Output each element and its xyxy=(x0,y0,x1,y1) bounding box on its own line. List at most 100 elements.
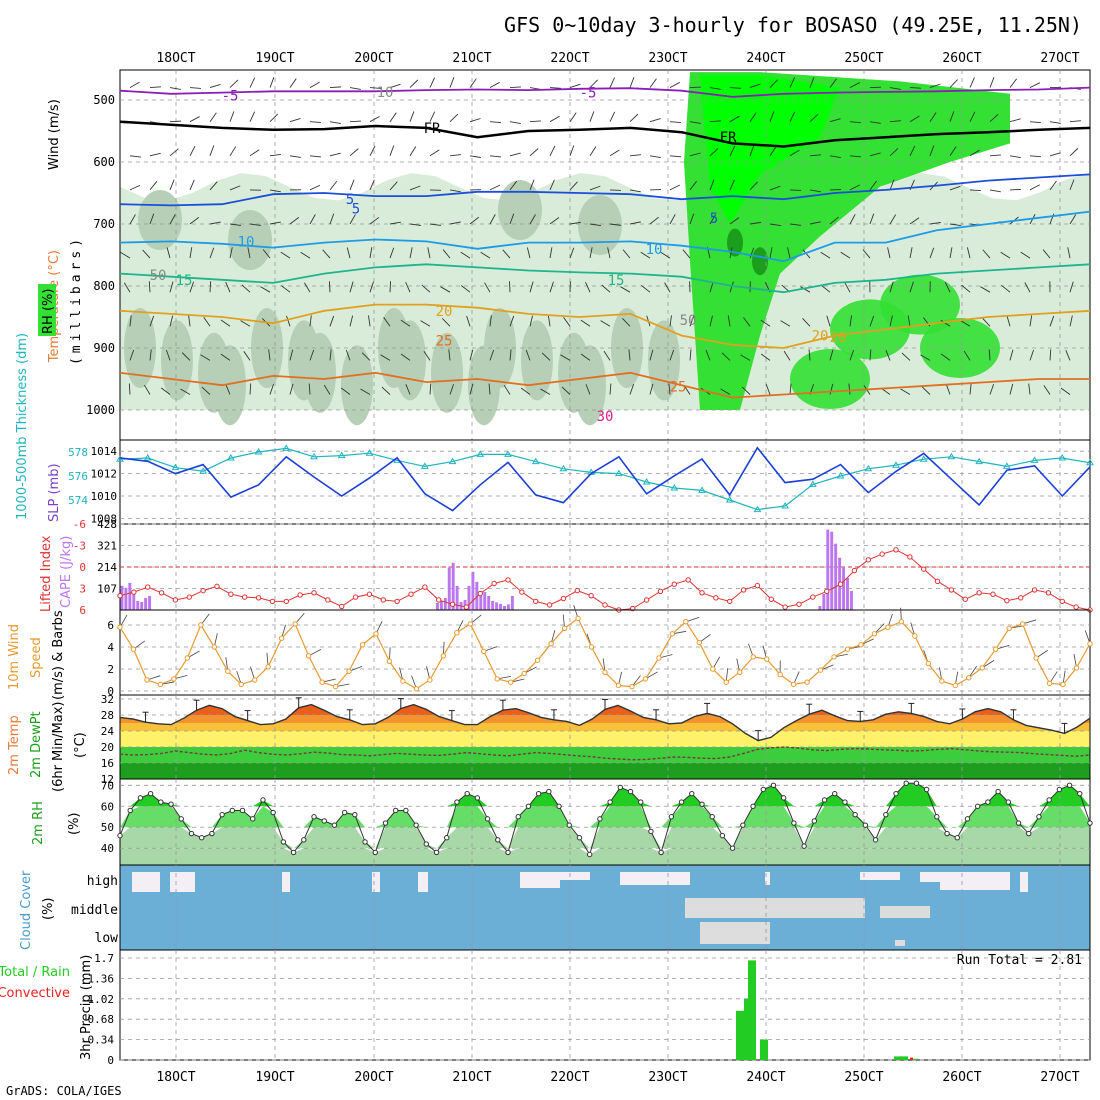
wind10-line-marker xyxy=(912,633,918,639)
lifted-index-line-marker xyxy=(948,587,955,593)
temp-above-fill xyxy=(120,695,1090,741)
wind-barb xyxy=(349,120,362,123)
cape-bar xyxy=(128,582,132,610)
wind-barb xyxy=(405,281,411,293)
wind10-line-marker xyxy=(871,631,878,637)
cape-bar xyxy=(506,604,510,610)
lifted-index-line-marker xyxy=(643,597,650,603)
wind-barb xyxy=(349,148,359,157)
rh2m-line-marker xyxy=(515,814,521,820)
wind-barb xyxy=(460,251,471,259)
rh2m-line-marker xyxy=(617,784,624,791)
wind-barb xyxy=(203,316,211,327)
thickness-line-marker xyxy=(781,502,790,509)
lifted-index-line-marker xyxy=(727,598,733,605)
bottom-date-label: 27OCT xyxy=(1040,1070,1079,1085)
cloud-high-clear xyxy=(620,872,690,885)
thickness-tick-label: 576 xyxy=(68,470,88,483)
rh2m-line-marker xyxy=(321,818,327,824)
wind-barb xyxy=(589,79,599,88)
rh2m-line-marker xyxy=(168,801,174,807)
wind10-line-marker xyxy=(373,631,379,637)
wind-barb xyxy=(129,155,141,158)
rh2m-line-marker xyxy=(260,797,266,803)
wind-barb xyxy=(509,121,521,124)
cape-bar xyxy=(124,587,128,610)
wind-barb xyxy=(469,383,474,395)
wind-barb xyxy=(743,317,751,327)
cape-bar xyxy=(499,603,502,610)
wind-barb xyxy=(409,111,415,122)
cloud-high-clear xyxy=(860,872,900,880)
wind-barb xyxy=(1043,385,1051,395)
rh2m-line-marker xyxy=(535,790,542,797)
wind-barb xyxy=(869,349,872,361)
wind-barb xyxy=(1042,249,1051,259)
wind-barb xyxy=(909,115,920,123)
wind-barb xyxy=(940,353,951,361)
wind-barb xyxy=(389,281,391,293)
rh2m-line-marker xyxy=(842,799,848,805)
wind10-line-marker xyxy=(211,644,218,650)
wind-barb xyxy=(1065,350,1071,361)
precip-tick-label: 0.34 xyxy=(88,1034,115,1047)
wind-barb xyxy=(329,213,335,225)
wind-barb xyxy=(589,223,601,226)
wind-barb xyxy=(749,83,761,89)
lifted-index-line-marker xyxy=(699,590,705,596)
rh2m-line-marker xyxy=(648,828,654,835)
wind-barb xyxy=(142,249,151,259)
wind-barb xyxy=(601,284,611,293)
wind-barb xyxy=(585,281,591,293)
wind-barb xyxy=(129,81,140,88)
wind-barb xyxy=(169,315,174,327)
wind-barb xyxy=(442,318,451,327)
wind-barb xyxy=(360,388,371,395)
wind-barb xyxy=(1000,251,1011,259)
wind-10m-panel: 0 2 4 6 xyxy=(107,604,1093,698)
lifted-index-line-marker xyxy=(352,594,359,600)
wind-barb xyxy=(409,247,413,259)
lifted-index-line-marker xyxy=(740,587,747,593)
wind-barb xyxy=(440,286,451,293)
wind-barb xyxy=(849,315,853,327)
wind-barb xyxy=(909,217,920,225)
precip-tick-label: 0.68 xyxy=(88,1013,115,1026)
wind-barb xyxy=(789,383,792,395)
rh-green-blob xyxy=(790,349,870,409)
wind-barb xyxy=(829,118,841,123)
wind-barb xyxy=(808,349,811,361)
wind-barb xyxy=(689,213,695,225)
wind-barb xyxy=(427,247,431,259)
wind10-line-marker xyxy=(130,646,137,652)
lifted-index-line-marker xyxy=(339,603,345,610)
isotherm-label: 50 xyxy=(680,313,697,329)
wind-barb xyxy=(769,185,781,191)
rh2m-line-marker xyxy=(352,811,358,818)
thickness-line-marker xyxy=(171,463,180,471)
cape-bar xyxy=(475,581,479,610)
wind-barb xyxy=(649,383,654,395)
wind-barb xyxy=(787,247,791,259)
wind-barb xyxy=(629,77,635,88)
wind-barb xyxy=(909,281,914,293)
wind-barb xyxy=(520,387,531,395)
wind-barb xyxy=(729,281,734,293)
rh2m-line-marker xyxy=(923,786,930,793)
isotherm-line xyxy=(119,263,1091,294)
wind-barb xyxy=(629,221,641,225)
thickness-line-marker xyxy=(531,457,540,465)
wind-barb xyxy=(489,315,492,327)
wind-barb xyxy=(469,216,479,225)
wind-barb xyxy=(1024,282,1031,293)
wind10-line-marker xyxy=(198,622,204,628)
wind-barb xyxy=(1029,155,1041,158)
bottom-date-label: 25OCT xyxy=(844,1070,883,1085)
wind-barb xyxy=(989,189,1001,193)
precip-total-bar xyxy=(760,1039,768,1060)
wind-barb xyxy=(600,320,611,327)
wind-barb xyxy=(949,223,961,227)
wind-barb xyxy=(409,223,421,226)
wind-barb xyxy=(460,285,471,293)
wind-barb xyxy=(200,354,211,361)
